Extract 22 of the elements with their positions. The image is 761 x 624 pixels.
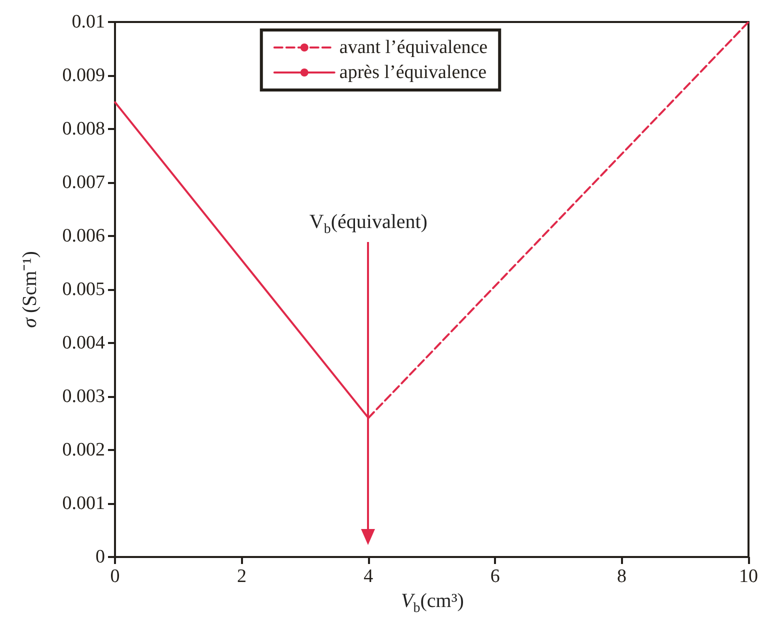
x-tick-label: 8 bbox=[617, 566, 627, 587]
x-tick-label: 6 bbox=[490, 566, 500, 587]
y-tick-label: 0.001 bbox=[62, 493, 105, 514]
annotation: V$_{b}$(équivalent) bbox=[309, 211, 428, 238]
y-tick-label: 0.006 bbox=[62, 226, 105, 246]
y-tick-label: 0.01 bbox=[72, 12, 105, 32]
y-tick-label: 0.002 bbox=[62, 440, 105, 460]
legend-label: avant l’équivalence bbox=[339, 37, 488, 58]
y-tick-label: 0.008 bbox=[62, 118, 105, 140]
x-tick-label: 10 bbox=[739, 566, 758, 587]
y-tick-label: 0.005 bbox=[62, 279, 105, 300]
legend-label: après l’équivalence bbox=[339, 62, 487, 83]
x-tick-label: 0 bbox=[110, 566, 120, 587]
x-tick-label: 4 bbox=[364, 566, 374, 587]
y-tick-label: 0.003 bbox=[62, 386, 105, 407]
y-tick-label: 0.004 bbox=[62, 332, 106, 354]
x-axis-title: V$_{b}$(cm³) bbox=[401, 590, 464, 617]
y-axis-title: σ (Scm⁻¹) bbox=[17, 251, 42, 328]
y-tick-label: 0.007 bbox=[62, 172, 105, 193]
y-tick-label: 0.009 bbox=[62, 65, 105, 86]
y-tick-label: 0 bbox=[96, 546, 105, 568]
x-tick-label: 2 bbox=[236, 566, 246, 587]
